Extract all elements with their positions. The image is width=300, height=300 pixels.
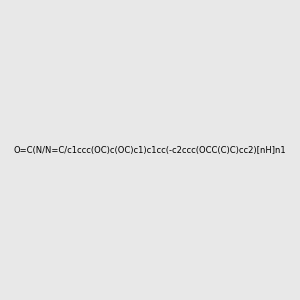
Text: O=C(N/N=C/c1ccc(OC)c(OC)c1)c1cc(-c2ccc(OCC(C)C)cc2)[nH]n1: O=C(N/N=C/c1ccc(OC)c(OC)c1)c1cc(-c2ccc(O… <box>14 146 286 154</box>
